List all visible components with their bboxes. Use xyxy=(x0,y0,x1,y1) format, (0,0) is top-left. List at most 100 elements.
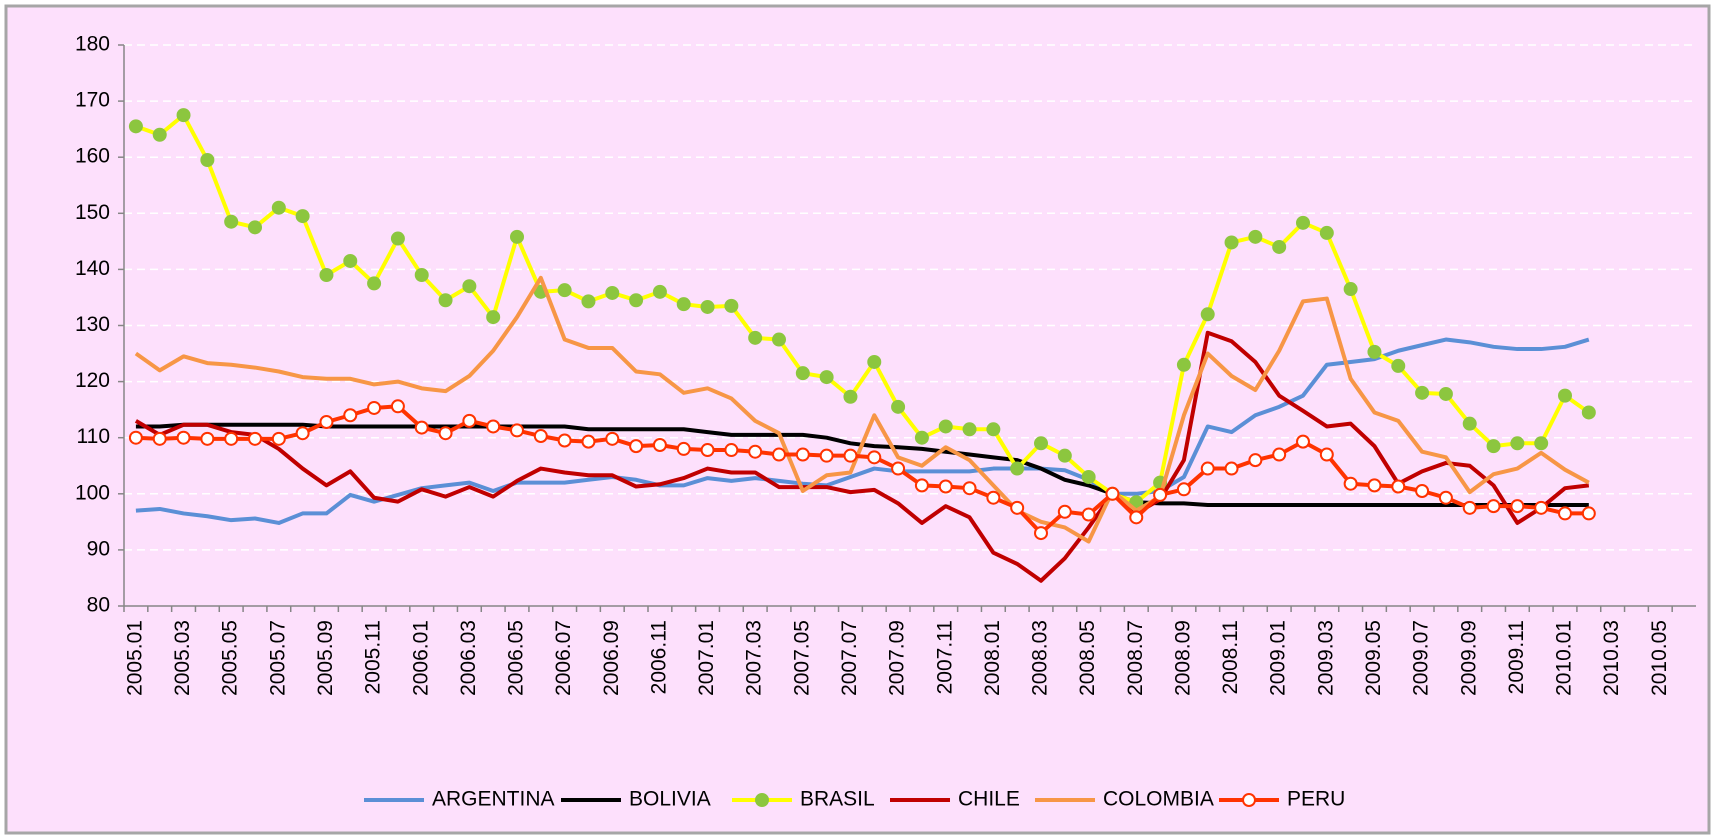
data-marker xyxy=(629,293,644,308)
data-marker xyxy=(986,490,1001,505)
data-marker xyxy=(414,420,429,435)
legend-marker xyxy=(1242,793,1256,807)
data-marker xyxy=(462,413,477,428)
data-marker xyxy=(986,422,1001,437)
data-marker xyxy=(795,366,810,381)
data-marker xyxy=(1296,215,1310,230)
data-marker xyxy=(581,434,596,449)
data-marker xyxy=(1534,436,1549,451)
data-marker xyxy=(200,153,215,168)
x-tick-label: 2009.05 xyxy=(1362,620,1385,696)
data-marker xyxy=(867,354,882,369)
series-line xyxy=(135,113,1590,505)
data-marker xyxy=(652,284,667,299)
x-tick-label: 2008.01 xyxy=(981,620,1004,696)
data-marker xyxy=(1248,453,1263,468)
x-tick-label: 2005.05 xyxy=(219,620,242,696)
data-marker xyxy=(224,431,239,446)
x-tick-label: 2005.11 xyxy=(362,620,385,694)
x-tick-label: 2007.01 xyxy=(695,620,718,696)
data-marker xyxy=(271,431,286,446)
x-tick-label: 2006.09 xyxy=(600,620,623,696)
y-tick-label: 100 xyxy=(75,481,110,504)
data-marker xyxy=(1176,482,1191,497)
x-tick-label: 2005.03 xyxy=(171,620,194,696)
data-marker xyxy=(1558,506,1572,521)
data-marker xyxy=(1129,510,1144,525)
data-marker xyxy=(486,419,501,434)
x-tick-label: 2005.01 xyxy=(123,620,146,696)
x-tick-label: 2006.07 xyxy=(552,620,575,696)
data-marker xyxy=(1438,490,1453,505)
x-tick-label: 2009.07 xyxy=(1410,620,1433,696)
data-marker xyxy=(128,430,143,445)
x-tick-label: 2006.05 xyxy=(505,620,528,696)
x-tick-label: 2009.03 xyxy=(1314,620,1337,696)
x-tick-label: 2008.05 xyxy=(1076,620,1099,696)
data-marker xyxy=(1034,436,1048,451)
chart-background xyxy=(4,4,1711,835)
data-marker xyxy=(1224,235,1239,250)
data-marker xyxy=(772,447,786,462)
data-marker xyxy=(319,268,334,283)
legend-marker xyxy=(755,793,769,807)
data-marker xyxy=(248,220,262,235)
y-tick-label: 170 xyxy=(75,89,110,112)
data-marker xyxy=(1057,448,1072,463)
series-line xyxy=(134,275,1590,544)
y-tick-label: 110 xyxy=(77,425,110,448)
x-tick-label: 2007.11 xyxy=(933,620,956,694)
y-tick-label: 120 xyxy=(75,369,110,392)
data-marker xyxy=(819,370,834,385)
data-marker xyxy=(1081,469,1096,484)
data-marker xyxy=(1057,504,1072,519)
data-marker xyxy=(343,408,358,423)
data-marker xyxy=(772,332,786,347)
data-marker xyxy=(1319,225,1334,240)
data-marker xyxy=(891,461,906,476)
data-marker xyxy=(438,293,453,308)
data-marker xyxy=(1486,499,1501,514)
data-marker xyxy=(891,399,906,414)
data-marker xyxy=(724,443,739,458)
y-tick-label: 180 xyxy=(75,33,110,56)
data-marker xyxy=(1462,416,1477,431)
data-marker xyxy=(1010,461,1025,476)
x-tick-label: 2007.09 xyxy=(886,620,909,696)
data-marker xyxy=(295,426,310,441)
data-marker xyxy=(438,426,453,441)
data-marker xyxy=(557,433,572,448)
y-tick-label: 140 xyxy=(75,257,110,280)
y-tick-label: 150 xyxy=(75,201,110,224)
y-tick-label: 160 xyxy=(75,145,110,168)
data-marker xyxy=(1296,434,1310,449)
x-tick-label: 2009.11 xyxy=(1505,620,1528,694)
series-line xyxy=(134,330,1590,583)
data-marker xyxy=(1558,388,1572,403)
data-marker xyxy=(1510,436,1525,451)
data-marker xyxy=(1224,461,1239,476)
x-tick-label: 2007.07 xyxy=(838,620,861,696)
x-tick-label: 2005.07 xyxy=(266,620,289,696)
data-marker xyxy=(1391,479,1406,494)
data-marker xyxy=(962,481,977,496)
data-marker xyxy=(867,450,882,465)
data-marker xyxy=(1176,357,1191,372)
data-marker xyxy=(1343,476,1358,491)
data-marker xyxy=(533,429,548,444)
x-tick-label: 2010.05 xyxy=(1648,620,1671,696)
data-marker xyxy=(367,400,382,415)
x-tick-label: 2008.09 xyxy=(1171,620,1194,696)
x-tick-label: 2008.11 xyxy=(1219,620,1242,694)
x-tick-label: 2006.03 xyxy=(457,620,480,696)
x-tick-label: 2009.01 xyxy=(1267,620,1290,696)
legend-label: BRASIL xyxy=(800,788,875,811)
data-marker xyxy=(629,439,644,454)
data-marker xyxy=(343,253,358,268)
data-marker xyxy=(414,268,429,283)
data-marker xyxy=(1081,507,1096,522)
y-tick-label: 80 xyxy=(87,594,110,617)
data-marker xyxy=(914,478,929,493)
data-marker xyxy=(724,298,739,313)
y-tick-label: 90 xyxy=(87,537,110,560)
